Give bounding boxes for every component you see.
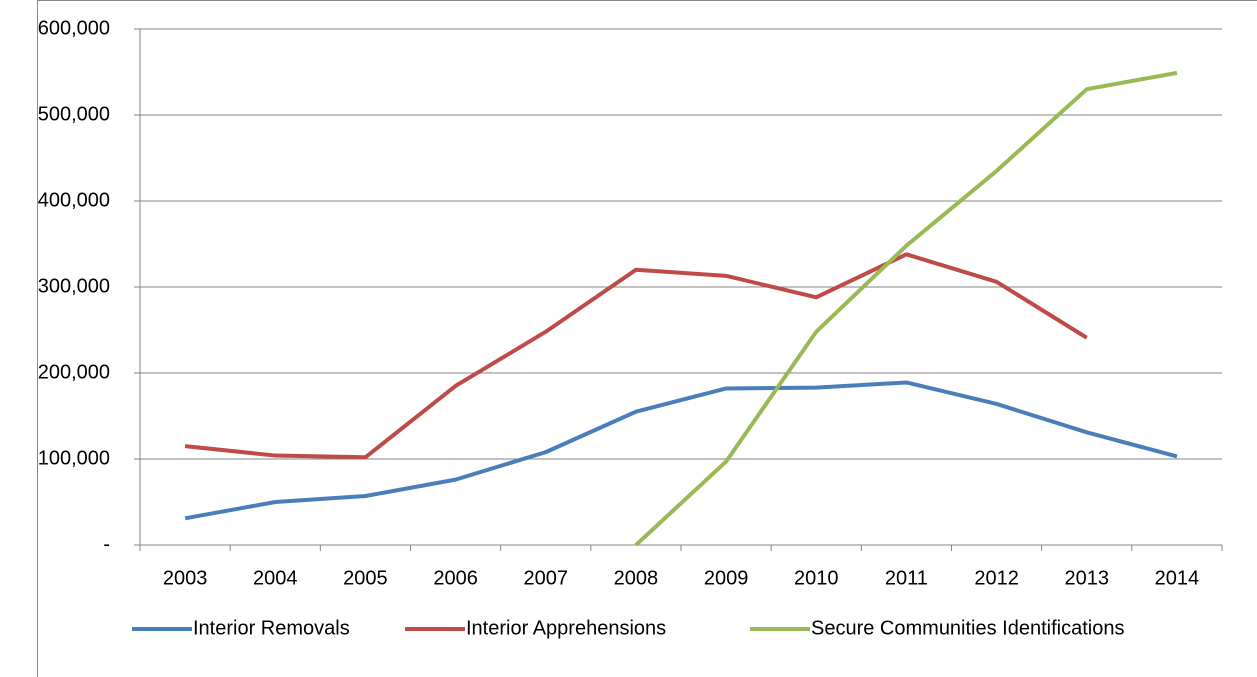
y-tick-label: 400,000 bbox=[38, 189, 110, 211]
series-line bbox=[184, 252, 1088, 460]
x-tick-label: 2012 bbox=[974, 567, 1019, 589]
y-tick-label: 600,000 bbox=[38, 17, 110, 39]
x-tick-label: 2003 bbox=[163, 567, 208, 589]
chart-frame bbox=[37, 0, 1257, 677]
x-tick-label: 2004 bbox=[253, 567, 298, 589]
x-tick-label: 2013 bbox=[1065, 567, 1110, 589]
series-line bbox=[184, 380, 1178, 521]
x-tick-label: 2011 bbox=[885, 567, 928, 589]
y-tick-label: 500,000 bbox=[38, 103, 110, 125]
legend-label: Secure Communities Identifications bbox=[811, 617, 1124, 639]
x-tick-label: 2009 bbox=[704, 567, 749, 589]
legend-label: Interior Removals bbox=[193, 617, 350, 639]
x-tick-label: 2005 bbox=[343, 567, 388, 589]
series-line bbox=[634, 70, 1178, 547]
x-tick-label: 2006 bbox=[433, 567, 478, 589]
y-tick-label: 100,000 bbox=[38, 447, 110, 469]
y-tick-label: - bbox=[103, 533, 110, 555]
x-tick-label: 2010 bbox=[794, 567, 839, 589]
x-tick-label: 2008 bbox=[614, 567, 659, 589]
legend-label: Interior Apprehensions bbox=[466, 617, 666, 639]
x-tick-label: 2007 bbox=[524, 567, 569, 589]
y-tick-label: 200,000 bbox=[38, 361, 110, 383]
y-tick-label: 300,000 bbox=[38, 275, 110, 297]
x-tick-label: 2014 bbox=[1155, 567, 1200, 589]
